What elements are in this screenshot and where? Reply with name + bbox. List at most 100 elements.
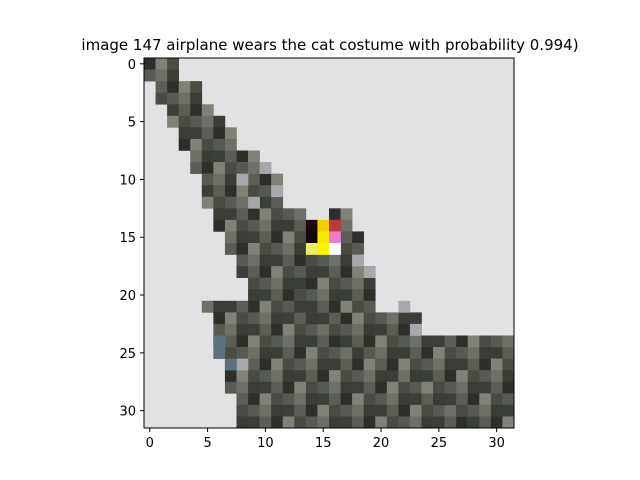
image-pixel: [317, 393, 330, 406]
image-pixel: [248, 219, 260, 232]
image-pixel: [305, 300, 318, 313]
image-pixel: [213, 347, 226, 359]
image-pixel: [248, 289, 260, 302]
image-pixel: [352, 300, 364, 313]
image-pixel: [409, 358, 422, 371]
image-pixel: [178, 92, 191, 105]
image-pixel: [294, 231, 307, 244]
image-pixel: [433, 358, 445, 371]
image-pixel: [282, 219, 295, 232]
image-pixel: [224, 312, 237, 325]
image-pixel: [329, 289, 341, 302]
image-pixel: [282, 312, 295, 325]
image-pixel: [305, 381, 318, 394]
image-pixel: [502, 416, 515, 429]
image-pixel: [271, 312, 284, 325]
image-pixel: [490, 370, 503, 383]
image-pixel: [259, 312, 272, 325]
image-pixel: [236, 370, 249, 383]
image-pixel: [271, 196, 284, 209]
image-pixel: [248, 416, 260, 429]
image-pixel: [363, 347, 376, 359]
image-pixel: [467, 335, 480, 348]
image-pixel: [236, 358, 249, 371]
image-pixel: [467, 370, 480, 383]
image-pixel: [421, 358, 434, 371]
image-pixel: [502, 347, 515, 359]
image-pixel: [317, 312, 330, 325]
y-tick-label: 5: [128, 116, 136, 131]
image-pixel: [178, 115, 191, 128]
image-pixel: [305, 416, 318, 429]
image-pixel: [386, 335, 399, 348]
image-pixel: [502, 358, 515, 371]
image-pixel: [340, 231, 353, 244]
image-pixel: [294, 393, 307, 406]
image-pixel: [363, 404, 376, 417]
image-pixel: [248, 254, 260, 267]
image-pixel: [375, 393, 388, 406]
image-pixel: [271, 185, 284, 198]
image-pixel: [305, 289, 318, 302]
image-pixel: [375, 358, 388, 371]
image-pixel: [155, 81, 168, 93]
image-pixel: [340, 219, 353, 232]
image-pixel: [236, 196, 249, 209]
image-pixel: [190, 104, 203, 117]
image-pixel: [213, 335, 226, 348]
image-pixel: [409, 370, 422, 383]
image-pixel: [479, 404, 492, 417]
image-pixel: [340, 347, 353, 359]
image-pixel: [421, 416, 434, 429]
image-pixel: [224, 196, 237, 209]
image-pixel: [236, 300, 249, 313]
image-pixel: [444, 404, 457, 417]
image-pixel: [409, 404, 422, 417]
image-pixel: [409, 312, 422, 325]
image-pixel: [213, 173, 226, 186]
image-pixel: [144, 69, 156, 82]
image-pixel: [294, 277, 307, 290]
image-pixel: [317, 358, 330, 371]
image-pixel: [259, 358, 272, 371]
y-tick-label: 10: [119, 173, 136, 188]
image-pixel: [190, 115, 203, 128]
image-pixel: [421, 370, 434, 383]
image-pixel: [340, 404, 353, 417]
image-pixel: [294, 289, 307, 302]
patch-pixel: [317, 231, 330, 244]
image-pixel: [456, 370, 469, 383]
image-pixel: [236, 404, 249, 417]
image-pixel: [340, 358, 353, 371]
image-pixel: [479, 358, 492, 371]
image-pixel: [340, 254, 353, 267]
image-pixel: [409, 393, 422, 406]
image-pixel: [201, 162, 214, 174]
image-pixel: [271, 370, 284, 383]
image-pixel: [398, 335, 411, 348]
image-pixel: [340, 243, 353, 255]
image-pixel: [444, 416, 457, 429]
image-pixel: [167, 104, 179, 117]
image-pixel: [178, 127, 191, 140]
image-pixel: [282, 277, 295, 290]
image-pixel: [248, 370, 260, 383]
image-pixel: [190, 92, 203, 105]
image-pixel: [236, 243, 249, 255]
image-pixel: [282, 323, 295, 336]
image-pixel: [271, 335, 284, 348]
image-pixel: [248, 208, 260, 221]
y-tick-label: 0: [128, 58, 136, 73]
image-pixel: [224, 138, 237, 151]
image-pixel: [167, 58, 179, 70]
image-pixel: [259, 173, 272, 186]
image-pixel: [352, 370, 364, 383]
image-pixel: [375, 347, 388, 359]
image-pixel: [294, 416, 307, 429]
image-pixel: [294, 381, 307, 394]
image-pixel: [398, 381, 411, 394]
image-pixel: [271, 416, 284, 429]
image-pixel: [213, 300, 226, 313]
image-pixel: [398, 358, 411, 371]
image-pixel: [248, 185, 260, 198]
